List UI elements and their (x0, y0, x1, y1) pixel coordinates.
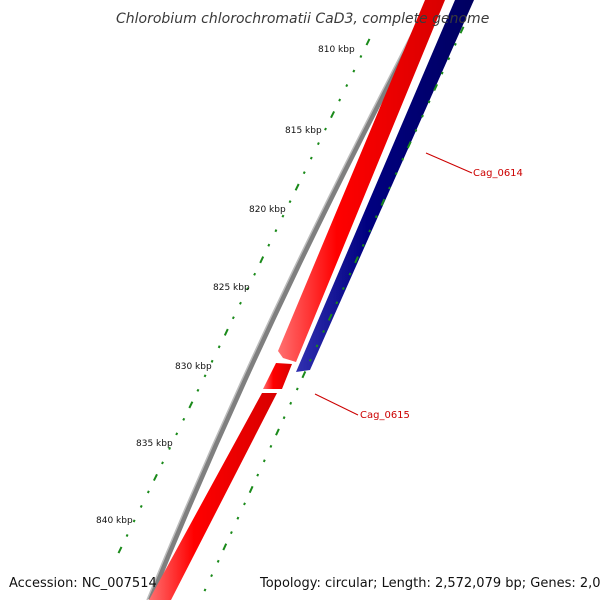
inner-minor-tick (284, 417, 285, 419)
inner-minor-tick (442, 72, 443, 74)
inner-minor-tick (205, 589, 206, 591)
inner-minor-tick (389, 187, 390, 189)
scale-major-tick (260, 257, 263, 263)
inner-minor-tick (455, 43, 456, 45)
scale-minor-tick (219, 346, 220, 348)
inner-major-tick (302, 371, 305, 377)
inner-minor-tick (402, 158, 403, 160)
inner-minor-tick (297, 388, 298, 390)
scale-minor-tick (148, 491, 149, 493)
gene-label-cag0615[interactable]: Cag_0615 (360, 410, 410, 421)
inner-minor-tick (429, 101, 430, 103)
inner-minor-tick (270, 445, 271, 447)
scale-minor-tick (205, 375, 206, 377)
scale-minor-tick (275, 230, 276, 232)
scale-minor-tick (339, 99, 340, 101)
scale-major-tick (154, 474, 157, 480)
scale-minor-tick (311, 157, 312, 159)
scale-major-tick (119, 547, 122, 553)
inner-minor-tick (310, 359, 311, 361)
scale-major-tick (367, 39, 370, 45)
scale-minor-tick (127, 534, 128, 536)
scale-minor-tick (197, 389, 198, 391)
inner-minor-tick (290, 402, 291, 404)
inner-major-tick (276, 429, 279, 435)
scale-minor-tick (268, 244, 269, 246)
forward-gene-downstream[interactable] (149, 393, 277, 600)
inner-minor-tick (376, 216, 377, 218)
scale-minor-tick (134, 520, 135, 522)
genome-summary-text: Topology: circular; Length: 2,572,079 bp… (259, 576, 600, 591)
inner-minor-tick (323, 330, 324, 332)
scale-minor-tick (282, 215, 283, 217)
gene-label-leader-cag0615 (315, 394, 358, 415)
scale-major-tick (189, 402, 192, 408)
inner-minor-tick (350, 273, 351, 275)
gene-label-leader-cag0614 (426, 153, 472, 173)
scale-label-825kbp: 825 kbp (213, 283, 250, 293)
inner-minor-tick (231, 532, 232, 534)
scale-minor-tick (141, 505, 142, 507)
scale-minor-tick (212, 360, 213, 362)
scale-major-tick (296, 184, 299, 190)
inner-major-tick (223, 544, 226, 550)
accession-text: Accession: NC_007514 (9, 576, 157, 591)
inner-minor-tick (343, 287, 344, 289)
scale-major-tick (331, 111, 334, 117)
gene-label-cag0614[interactable]: Cag_0614 (473, 168, 523, 179)
scale-minor-tick (360, 55, 361, 57)
scale-label-815kbp: 815 kbp (285, 126, 322, 136)
inner-minor-tick (336, 302, 337, 304)
reverse-gene-cag0614[interactable] (296, 0, 474, 372)
scale-label-830kbp: 830 kbp (175, 362, 212, 372)
inner-minor-tick (369, 230, 370, 232)
inner-minor-tick (396, 173, 397, 175)
scale-label-840kbp: 840 kbp (96, 516, 133, 526)
scale-minor-tick (304, 172, 305, 174)
inner-minor-tick (237, 517, 238, 519)
scale-minor-tick (318, 143, 319, 145)
scale-minor-tick (254, 273, 255, 275)
scale-minor-tick (290, 201, 291, 203)
page-title: Chlorobium chlorochromatii CaD3, complet… (116, 11, 489, 27)
scale-label-820kbp: 820 kbp (249, 205, 286, 215)
inner-minor-tick (218, 560, 219, 562)
inner-minor-tick (257, 474, 258, 476)
scale-minor-tick (346, 85, 347, 87)
scale-minor-tick (176, 433, 177, 435)
inner-minor-tick (363, 244, 364, 246)
inner-major-tick (250, 486, 253, 492)
forward-gene-cag0614-neighbor[interactable] (278, 0, 445, 362)
inner-minor-tick (317, 345, 318, 347)
inner-minor-tick (264, 460, 265, 462)
scale-minor-tick (325, 128, 326, 130)
scale-minor-tick (233, 317, 234, 319)
scale-minor-tick (353, 70, 354, 72)
scale-minor-tick (162, 462, 163, 464)
inner-minor-tick (448, 58, 449, 60)
forward-gene-cag0615[interactable] (263, 363, 292, 389)
scale-minor-tick (240, 302, 241, 304)
inner-minor-tick (422, 115, 423, 117)
scale-major-tick (225, 329, 228, 335)
inner-minor-tick (211, 575, 212, 577)
scale-label-810kbp: 810 kbp (318, 45, 355, 55)
scale-minor-tick (183, 418, 184, 420)
scale-label-835kbp: 835 kbp (136, 439, 173, 449)
inner-minor-tick (415, 129, 416, 131)
inner-minor-tick (244, 503, 245, 505)
